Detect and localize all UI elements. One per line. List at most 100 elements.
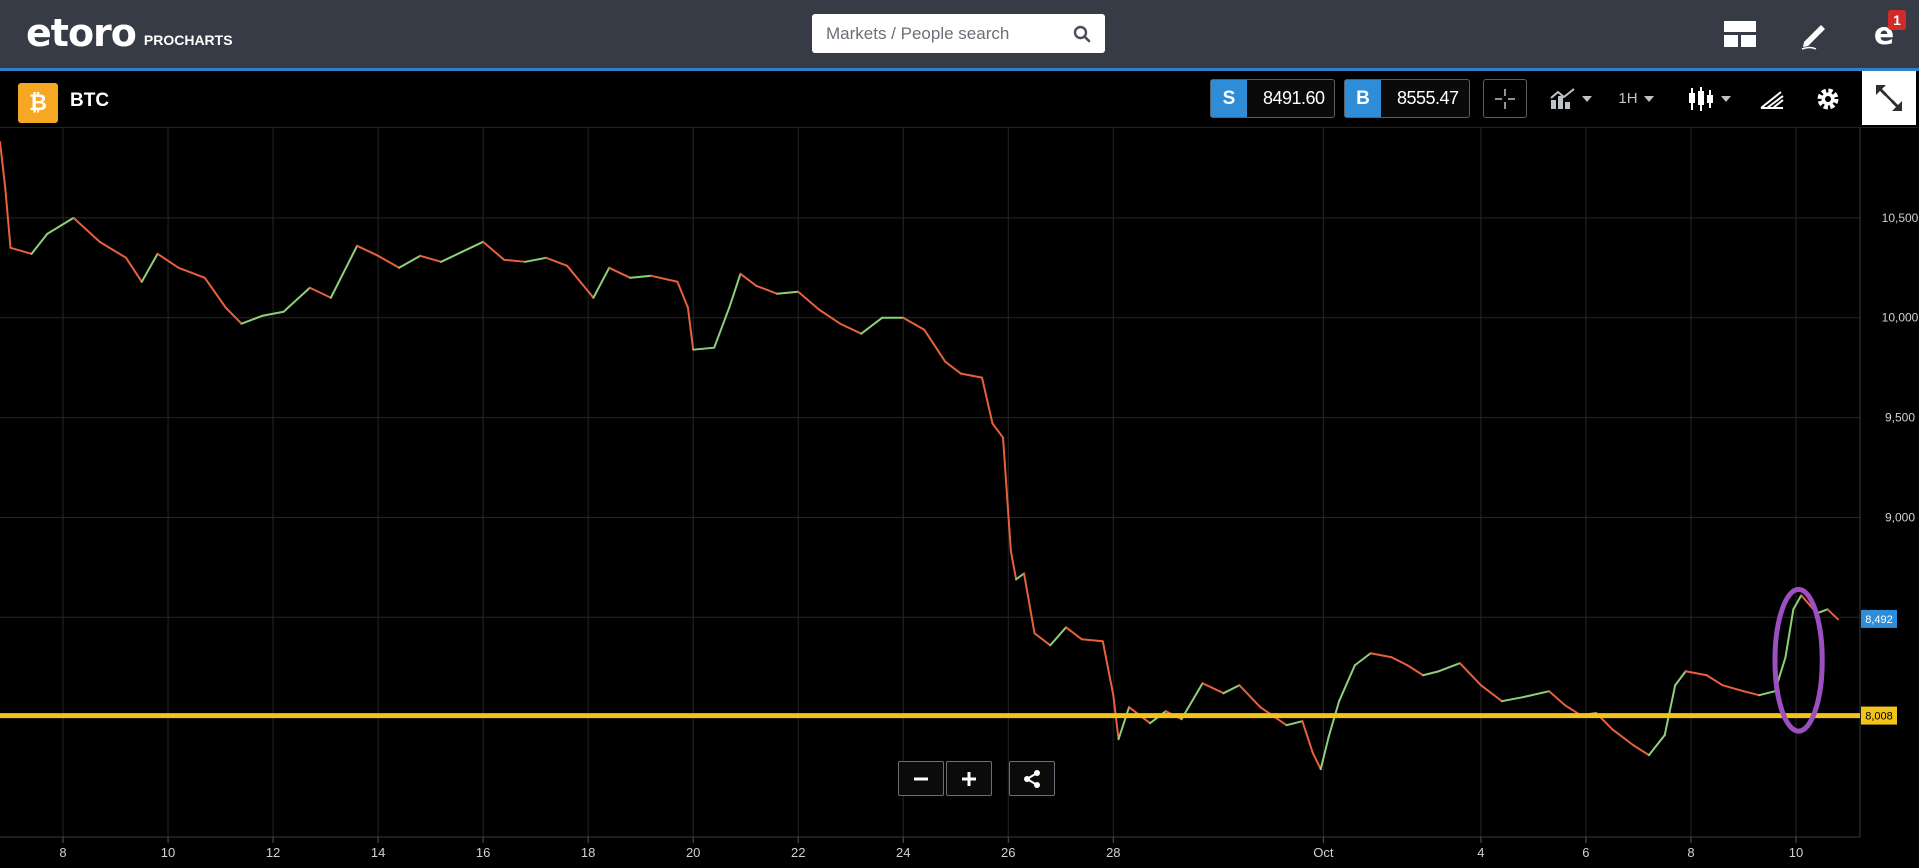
price-segment bbox=[960, 372, 984, 379]
header-separator bbox=[0, 68, 1919, 71]
price-segment bbox=[261, 310, 285, 317]
price-segment bbox=[1705, 674, 1724, 687]
share-button[interactable] bbox=[1009, 761, 1055, 796]
price-segment bbox=[1721, 684, 1745, 693]
price-segment bbox=[1285, 720, 1304, 727]
x-tick-label: 4 bbox=[1477, 845, 1484, 860]
x-tick-label: 18 bbox=[581, 845, 595, 860]
chevron-down-icon bbox=[1643, 95, 1654, 102]
chevron-down-icon bbox=[1721, 95, 1731, 102]
price-segment bbox=[902, 316, 926, 331]
etoro-logo[interactable]: etoro PROCHARTS bbox=[26, 14, 233, 52]
highlight-ellipse bbox=[1772, 586, 1825, 734]
price-segment bbox=[728, 272, 742, 307]
price-segment bbox=[650, 274, 679, 283]
price-segment bbox=[629, 274, 653, 279]
y-tick-label: 10,500 bbox=[1882, 211, 1919, 225]
price-segment bbox=[1369, 652, 1393, 659]
price-segment bbox=[1548, 690, 1566, 707]
price-segment bbox=[9, 246, 33, 255]
price-segment bbox=[1611, 728, 1635, 747]
price-chart[interactable]: 10,500 10,000 9,500 9,000 8 10 12 14 16 18 20 22 24 2… bbox=[0, 128, 1919, 868]
price-segment bbox=[46, 216, 75, 235]
timeframe-select[interactable]: 1H bbox=[1614, 79, 1658, 118]
price-segment bbox=[1742, 690, 1761, 697]
price-segment bbox=[566, 264, 595, 299]
price-segment bbox=[1684, 670, 1708, 677]
crosshair-button[interactable] bbox=[1483, 79, 1527, 118]
logo-subtitle: PROCHARTS bbox=[143, 32, 233, 48]
indicators-button[interactable] bbox=[1546, 79, 1596, 118]
x-tick-label: 20 bbox=[686, 845, 700, 860]
search-icon[interactable] bbox=[1073, 25, 1091, 43]
price-segment bbox=[398, 254, 422, 269]
price-segment bbox=[4, 186, 12, 249]
candlestick-icon bbox=[1689, 86, 1713, 111]
support-price-label: 8,008 bbox=[1865, 711, 1893, 723]
current-price-label: 8,492 bbox=[1865, 614, 1893, 626]
price-segment bbox=[1758, 690, 1776, 697]
price-segment bbox=[944, 360, 963, 375]
price-segment bbox=[545, 256, 569, 267]
price-segment bbox=[1201, 682, 1225, 695]
price-segment bbox=[776, 290, 800, 295]
price-segment bbox=[1117, 706, 1131, 741]
x-tick-label: 8 bbox=[59, 845, 66, 860]
notifications-icon[interactable]: e 1 bbox=[1866, 10, 1906, 52]
zoom-in-button[interactable] bbox=[946, 761, 992, 796]
x-tick-label: 28 bbox=[1106, 845, 1120, 860]
fullscreen-button[interactable] bbox=[1862, 71, 1916, 125]
settings-button[interactable] bbox=[1808, 79, 1848, 118]
price-segment bbox=[1647, 734, 1666, 757]
price-segment bbox=[1101, 640, 1115, 697]
price-segment bbox=[692, 346, 716, 351]
price-segment bbox=[991, 422, 1005, 439]
sell-button[interactable]: S 8491.60 bbox=[1210, 79, 1335, 118]
price-segment bbox=[1422, 670, 1440, 677]
price-segment bbox=[356, 244, 380, 257]
drawing-tools-icon bbox=[1760, 90, 1784, 109]
price-segment bbox=[739, 272, 758, 287]
price-segment bbox=[1792, 594, 1803, 611]
sell-label: S bbox=[1211, 80, 1247, 117]
asset-symbol[interactable]: BTC bbox=[70, 90, 110, 111]
zoom-out-button[interactable] bbox=[898, 761, 944, 796]
notification-badge: 1 bbox=[1888, 10, 1906, 30]
price-segment bbox=[503, 258, 527, 263]
layout-icon[interactable] bbox=[1722, 16, 1758, 52]
price-segment bbox=[1238, 684, 1262, 709]
y-tick-label: 9,500 bbox=[1885, 411, 1915, 425]
price-segment bbox=[1390, 656, 1409, 667]
price-segment bbox=[818, 308, 842, 325]
price-segment bbox=[1319, 736, 1330, 771]
price-segment bbox=[981, 376, 994, 425]
search-input[interactable]: Markets / People search bbox=[812, 14, 1105, 53]
price-chart-area[interactable]: 10,500 10,000 9,500 9,000 8 10 12 14 16 18 20 22 24 2… bbox=[0, 128, 1919, 868]
price-segment bbox=[224, 306, 243, 325]
price-segment bbox=[30, 232, 49, 255]
price-segment bbox=[686, 306, 695, 351]
price-segment bbox=[1033, 632, 1052, 647]
x-tick-label: 10 bbox=[161, 845, 175, 860]
buy-price: 8555.47 bbox=[1397, 88, 1459, 108]
top-bar: etoro PROCHARTS Markets / People search … bbox=[0, 0, 1919, 68]
x-tick-label: 26 bbox=[1001, 845, 1015, 860]
crosshair-icon bbox=[1495, 88, 1515, 109]
current-price-tag bbox=[1861, 609, 1897, 628]
plus-icon bbox=[962, 771, 976, 786]
pencil-icon[interactable] bbox=[1796, 16, 1832, 52]
bitcoin-icon: ₿ bbox=[18, 83, 58, 123]
price-segment bbox=[308, 286, 332, 299]
price-segment bbox=[1327, 700, 1341, 739]
x-tick-label: 10 bbox=[1789, 845, 1803, 860]
price-segment bbox=[1311, 752, 1322, 771]
search-placeholder: Markets / People search bbox=[826, 23, 1010, 43]
price-segment bbox=[282, 286, 311, 313]
chart-background bbox=[0, 128, 1919, 868]
chart-type-select[interactable] bbox=[1683, 79, 1735, 118]
buy-button[interactable]: B 8555.47 bbox=[1344, 79, 1470, 118]
price-segment bbox=[482, 240, 506, 261]
buy-label: B bbox=[1345, 80, 1381, 117]
price-segment bbox=[461, 240, 485, 253]
drawing-tools-button[interactable] bbox=[1752, 79, 1792, 118]
